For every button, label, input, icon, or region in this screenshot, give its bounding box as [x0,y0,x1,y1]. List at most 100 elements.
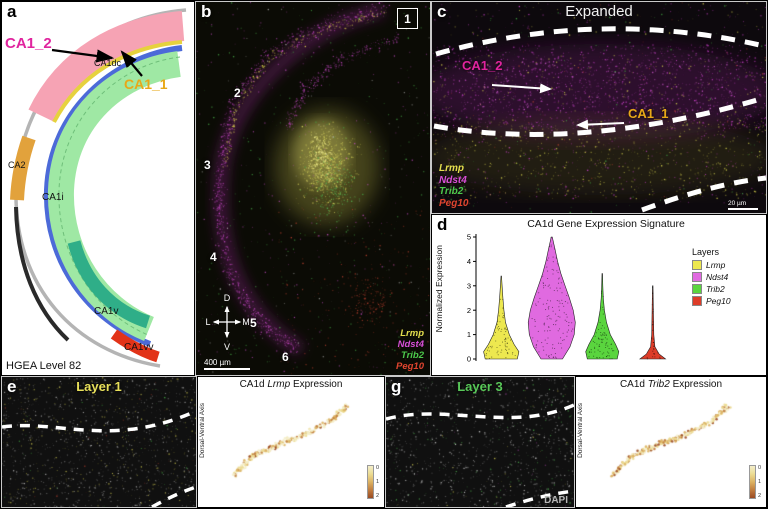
ca1-1-label: CA1_1 [628,106,669,121]
ca1-1-label: CA1_1 [124,76,168,92]
layer-boundary-dashed [2,409,196,433]
panel-d-violin-plot: d CA1d Gene Expression Signature Normali… [432,215,766,375]
chart-title: CA1d Trib2 Expression [619,379,723,390]
compass-lateral-label: L [205,317,210,327]
panel-g-trib2-chart: CA1d Trib2 Expression Dorsal-Ventral Axi… [576,377,766,507]
panel-letter-g: g [391,377,402,396]
panel-e-lrmp-chart: CA1d Lrmp Expression Dorsal-Ventral Axis… [198,377,384,507]
layer-3-title: Layer 3 [457,379,503,394]
panel-e-layer1-image: e Layer 1 [2,377,196,507]
scale-bar-20um: 20 µm [728,200,758,210]
layer-boundary-dashed-corner [505,489,574,507]
region-label-ca1vv: CA1vv [124,342,153,353]
legend-row-trib2: Trib2 [692,284,764,294]
scale-bar-label: 20 µm [728,200,747,207]
lrmp-swatch [692,260,702,270]
svg-text:3: 3 [467,281,471,290]
y-axis-label: Dorsal-Ventral Axis [577,403,584,458]
ca1-2-arrow-icon [491,83,552,94]
svg-text:4: 4 [467,257,471,266]
trib2-swatch [692,284,702,294]
scale-bar-400um: 400 µm [204,358,250,370]
region-number-5: 5 [250,316,257,330]
dapi-label: DAPI [544,495,568,506]
legend-row-peg10: Peg10 [692,296,764,306]
legend-row-ndst4: Ndst4 [692,272,764,282]
svg-text:1: 1 [467,330,471,339]
chart-title: CA1d Lrmp Expression [239,379,343,390]
region-label-ca1dc: CA1dc [94,58,122,68]
layer-boundary-dashed [386,403,574,421]
region-number-4: 4 [210,250,217,264]
y-axis-label: Dorsal-Ventral Axis [199,403,206,458]
colorbar-gradient [366,465,374,499]
colorbar-ticks: 0 1 2 [375,465,379,499]
panel-letter-c: c [437,2,447,21]
panel-a-anatomy: CA1dc CA2 CA1i CA1v CA1vv a CA1_2 CA1_1 … [2,2,194,375]
svg-text:2: 2 [467,306,471,315]
ca1-2-label: CA1_2 [462,58,503,73]
panel-c-title: Expanded [565,3,633,20]
peg10-swatch [692,296,702,306]
region-number-2: 2 [234,86,241,100]
panel-e-speckles [2,377,196,507]
legend-peg10: Peg10 [439,197,469,209]
layer-1-title: Layer 1 [76,379,122,394]
trib2-expression-scatter [576,391,766,507]
region-number-3: 3 [204,158,211,172]
violin-plot: 0 1 2 3 4 5 [467,233,667,364]
svg-text:0: 0 [467,355,471,364]
region-number-1: 1 [404,11,411,26]
ca1-2-arrow-icon [51,48,115,63]
legend-row-lrmp: Lrmp [692,260,764,270]
panel-b-overview-image: b 1 2 3 4 5 6 D V L M 400 µm Lrmp Ndst4 … [196,2,430,375]
legend-title: Layers [692,247,720,257]
panel-g-dashed-lines [386,403,574,507]
layers-legend: Layers Lrmp Ndst4 Trib2 Peg10 [692,247,764,308]
panel-letter-d: d [437,215,448,234]
panel-g-layer3-image: g Layer 3 DAPI [386,377,574,507]
scale-bar-label: 400 µm [204,358,231,367]
legend-trib2: Trib2 [439,186,464,197]
layer-boundary-dashed-corner [151,485,196,507]
compass-dorsal-label: D [224,293,231,303]
lrmp-expression-scatter [198,391,384,507]
scale-bar-line [728,208,758,210]
svg-text:5: 5 [467,233,471,242]
region-1-box: 1 [397,8,418,29]
ca1-1-arrow-icon [120,50,143,77]
panel-c-annotations [433,26,766,213]
compass-medial-label: M [242,317,250,327]
colorbar: 0 1 2 [366,465,379,499]
layer-boundary-dashed-top [435,26,765,57]
orientation-compass-icon: D V L M [205,293,250,352]
ca1-anatomy-diagram: CA1dc CA2 CA1i CA1v CA1vv [8,8,187,368]
gene-legend: Lrmp Ndst4 Trib2 Peg10 [439,163,468,209]
gene-legend: Lrmp Ndst4 Trib2 Peg10 [396,328,424,372]
hgea-level-label: HGEA Level 82 [6,360,82,372]
panel-letter-b: b [201,2,212,21]
legend-ndst4: Ndst4 [439,174,467,186]
panel-g-speckles [386,377,574,507]
legend-lrmp: Lrmp [439,163,464,174]
region-label-ca2: CA2 [8,160,26,170]
colorbar: 0 1 2 [748,465,761,499]
legend-ndst4: Ndst4 [397,339,424,350]
panel-c-expanded-image: c Expanded CA1_2 CA1_1 Lrmp Ndst4 Trib2 … [432,2,766,213]
legend-peg10: Peg10 [396,361,424,372]
compass-ventral-label: V [224,342,230,352]
region-number-6: 6 [282,350,289,364]
panel-e-dashed-lines [2,409,196,507]
ca1-2-label: CA1_2 [5,35,52,52]
legend-trib2: Trib2 [400,350,424,361]
scale-bar-line [204,368,250,370]
panel-letter-e: e [7,377,17,396]
panel-letter-a: a [7,2,17,21]
colorbar-gradient [748,465,756,499]
colorbar-ticks: 0 1 2 [757,465,761,499]
layer-boundary-dashed-middle [433,95,765,137]
ca1-1-arrow-icon [576,119,625,130]
panel-b-speckles [196,2,430,375]
region-label-ca1i: CA1i [42,192,64,203]
